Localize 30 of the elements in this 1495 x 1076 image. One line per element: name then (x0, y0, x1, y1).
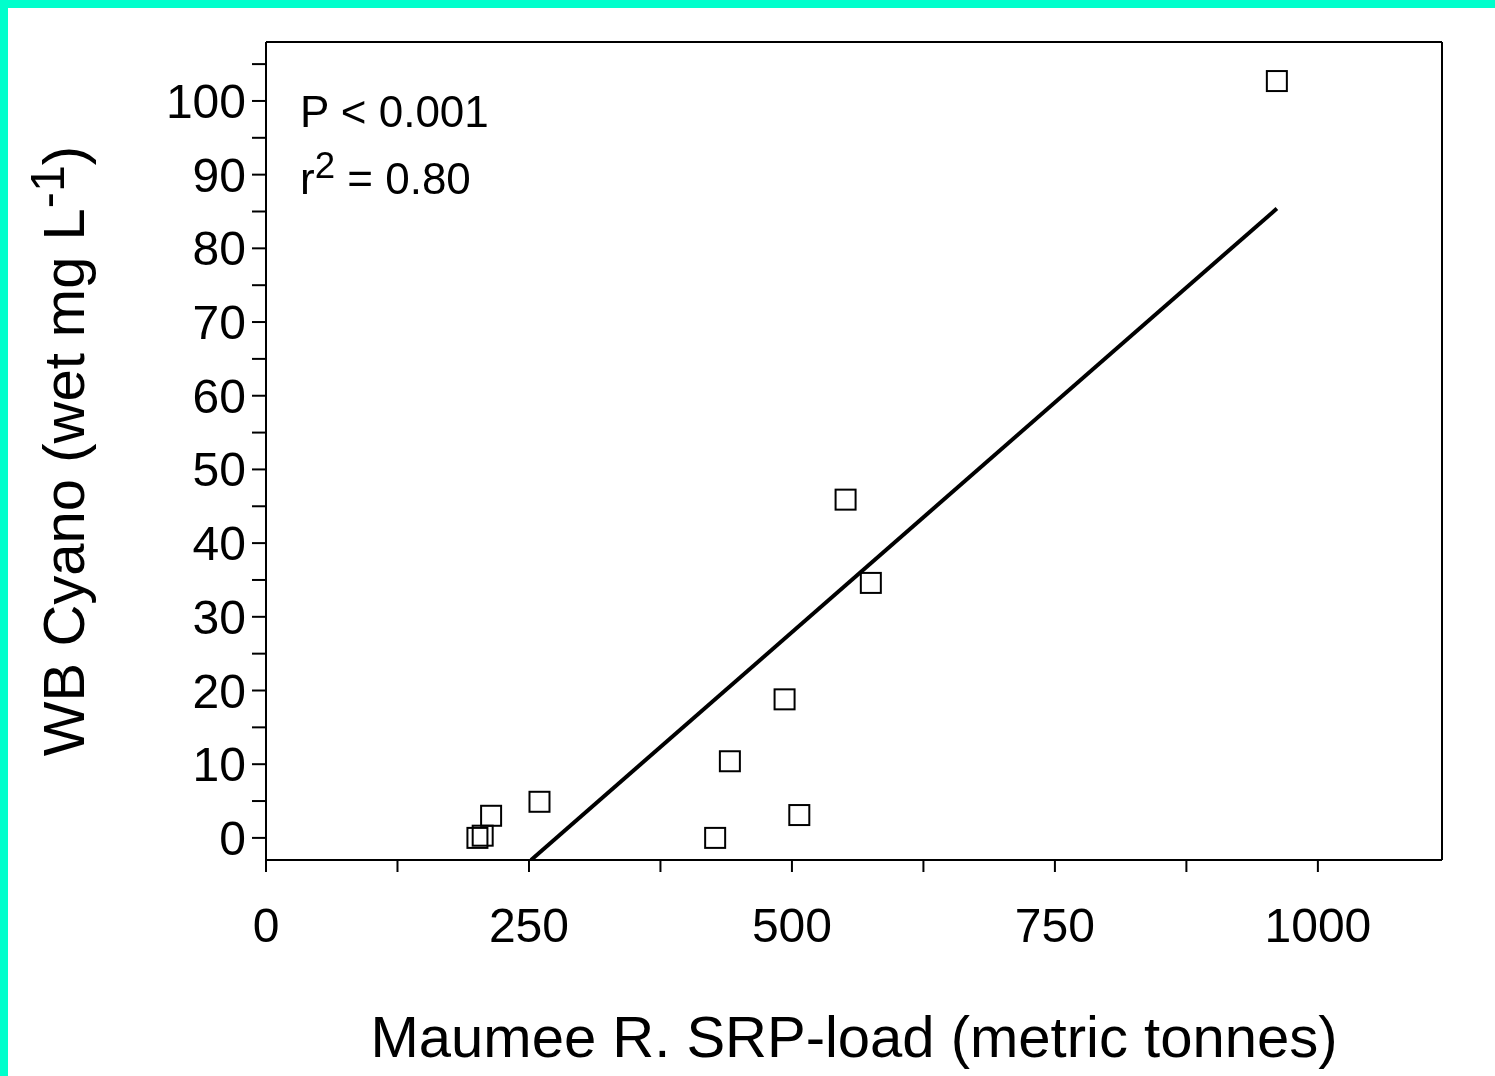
y-tick-label: 90 (192, 148, 246, 202)
annotation: r$^{2}$ = 0.80 (300, 145, 471, 204)
x-tick-label: 1000 (1264, 899, 1372, 953)
point (859, 571, 882, 594)
x-tick-label: 750 (1014, 899, 1095, 953)
x-tick-label: 0 (252, 899, 280, 953)
y-tick-label: 40 (192, 517, 246, 571)
point (773, 688, 796, 711)
point (471, 824, 494, 847)
point (704, 826, 727, 849)
y-tick-label: 50 (192, 443, 246, 497)
y-tick-label: 10 (192, 738, 246, 792)
y-tick-label: 0 (219, 811, 246, 865)
y-tick-label: 20 (192, 664, 246, 718)
point (1265, 70, 1288, 93)
y-tick-label: 70 (192, 296, 246, 350)
point (788, 804, 811, 827)
annotation: P < 0.001 (300, 87, 489, 137)
y-tick-label: 80 (192, 222, 246, 276)
point (834, 488, 857, 511)
point (718, 750, 741, 773)
point (528, 790, 551, 813)
y-tick-label: 100 (165, 74, 246, 128)
x-tick-label: 250 (488, 899, 570, 953)
point (466, 826, 489, 849)
point (480, 804, 503, 827)
x-axis-title: Maumee R. SRP-load (metric tonnes) (369, 1003, 1339, 1070)
x-tick-label: 500 (751, 899, 832, 953)
y-tick-label: 30 (192, 590, 246, 644)
y-tick-label: 60 (192, 369, 246, 423)
